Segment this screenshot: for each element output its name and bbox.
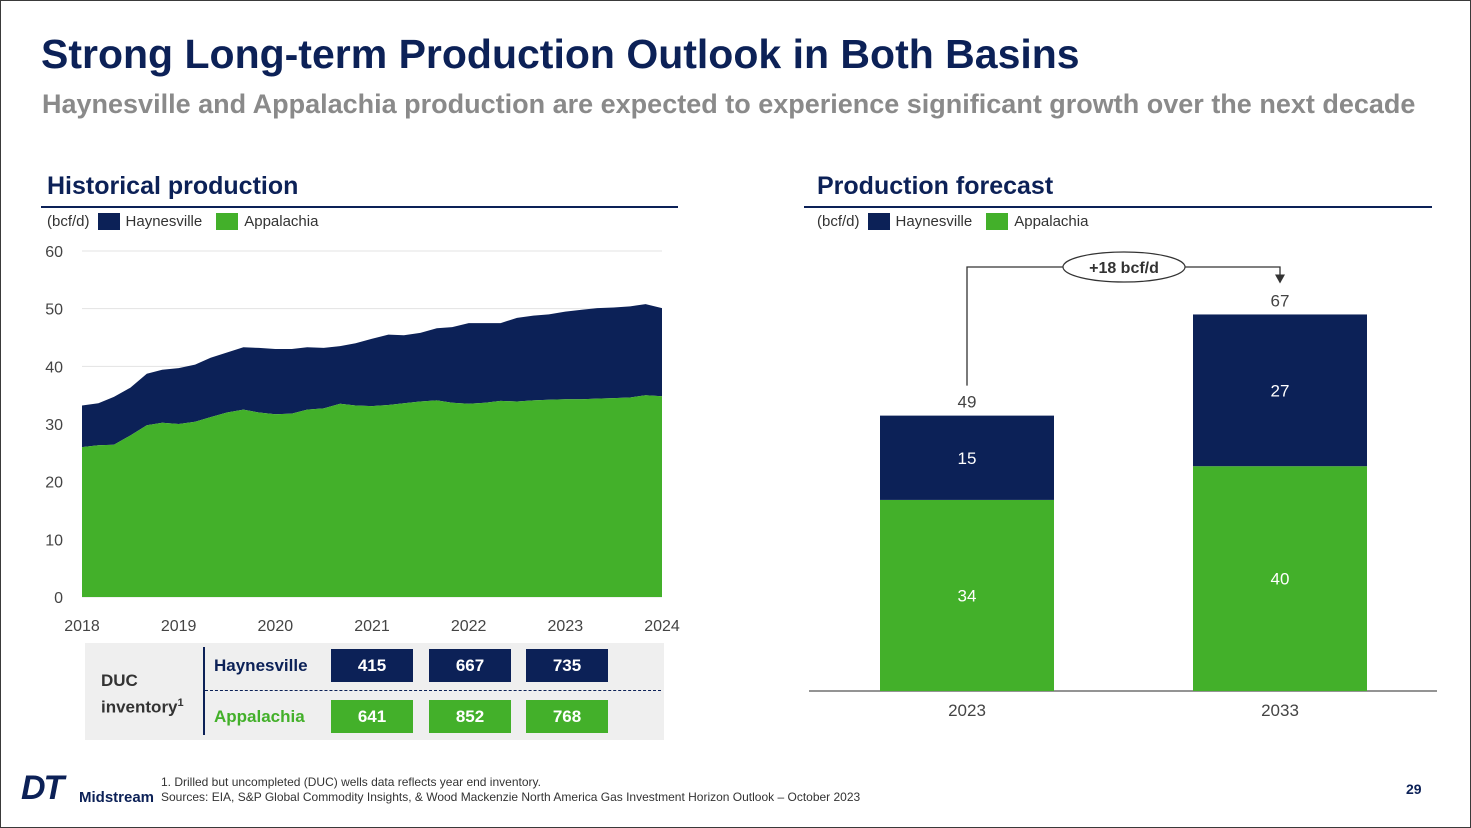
x-tick-2020: 2020 <box>258 618 294 635</box>
delta-arrowhead <box>1275 274 1285 284</box>
y-tick-60: 60 <box>45 244 63 261</box>
x-tick-2018: 2018 <box>64 618 100 635</box>
forecast-appalachia-swatch <box>986 213 1009 230</box>
y-tick-30: 30 <box>45 417 63 434</box>
delta-bubble <box>1062 251 1186 283</box>
label-total-2023: 49 <box>958 393 977 412</box>
duc-row-haynesville-label: Haynesville <box>214 656 308 675</box>
label-appalachia-2033: 40 <box>1271 570 1290 589</box>
y-tick-0: 0 <box>54 590 63 607</box>
forecast-bar-chart: 34 15 49 2023 40 27 67 2033 +18 bcf/d <box>809 251 1437 720</box>
x-tick-2021: 2021 <box>354 618 390 635</box>
x-tick-2024: 2024 <box>644 618 680 635</box>
x-tick-2022: 2022 <box>451 618 487 635</box>
haynesville-swatch <box>97 213 120 230</box>
duc-cell-appalachia-2021: 641 <box>331 700 413 733</box>
x-tick-2019: 2019 <box>161 618 197 635</box>
historical-unit-label: (bcf/d) <box>47 213 90 230</box>
label-total-2033: 67 <box>1271 291 1290 310</box>
x-tick-2023: 2023 <box>548 618 584 635</box>
page-title: Strong Long-term Production Outlook in B… <box>41 31 1080 77</box>
appalachia-swatch <box>216 213 239 230</box>
historical-section-title: Historical production <box>47 172 299 200</box>
forecast-legend-haynesville: Haynesville <box>895 213 973 230</box>
duc-row-appalachia-label: Appalachia <box>214 707 305 726</box>
duc-cell-haynesville-2022: 667 <box>429 649 511 682</box>
label-appalachia-2023: 34 <box>958 586 977 605</box>
historical-legend-haynesville: Haynesville <box>125 213 203 230</box>
dt-midstream-logo: DT Midstream <box>21 769 154 807</box>
logo-text: Midstream <box>79 789 155 806</box>
page-subtitle: Haynesville and Appalachia production ar… <box>42 89 1416 119</box>
forecast-legend-appalachia: Appalachia <box>1014 213 1089 230</box>
forecast-section-title: Production forecast <box>817 172 1054 200</box>
page-number: 29 <box>1406 781 1422 797</box>
duc-cell-appalachia-2022: 852 <box>429 700 511 733</box>
historical-section-rule <box>41 206 678 208</box>
label-haynesville-2023: 15 <box>958 449 977 468</box>
forecast-section-rule <box>804 206 1432 208</box>
bar-appalachia-2023 <box>880 499 1054 691</box>
bar-appalachia-2033 <box>1193 466 1367 691</box>
bar-haynesville-2033 <box>1193 314 1367 467</box>
x-category-2023: 2023 <box>948 701 986 720</box>
area-appalachia <box>82 395 662 597</box>
duc-divider-dashed <box>205 690 661 691</box>
bar-haynesville-2023 <box>880 415 1054 500</box>
footnote: 1. Drilled but uncompleted (DUC) wells d… <box>161 775 541 789</box>
historical-legend: (bcf/d) Haynesville Appalachia <box>47 213 318 230</box>
label-haynesville-2033: 27 <box>1271 381 1290 400</box>
logo-mark: DT <box>21 769 64 807</box>
forecast-haynesville-swatch <box>867 213 890 230</box>
historical-legend-appalachia: Appalachia <box>244 213 319 230</box>
duc-label-line1: DUC <box>101 671 138 690</box>
y-tick-50: 50 <box>45 302 63 319</box>
area-haynesville <box>82 304 662 448</box>
duc-cell-haynesville-2023: 735 <box>526 649 608 682</box>
historical-area-chart: 0 10 20 30 40 50 60 2018 2019 2020 2021 2022 2023 20… <box>45 244 680 635</box>
forecast-legend: (bcf/d) Haynesville Appalachia <box>817 213 1088 230</box>
y-tick-40: 40 <box>45 359 63 376</box>
x-category-2033: 2033 <box>1261 701 1299 720</box>
forecast-unit-label: (bcf/d) <box>817 213 860 230</box>
duc-inventory-label: DUC inventory1 <box>101 669 184 719</box>
y-tick-20: 20 <box>45 475 63 492</box>
duc-cell-haynesville-2021: 415 <box>331 649 413 682</box>
duc-label-line2: inventory <box>101 697 178 717</box>
y-tick-10: 10 <box>45 532 63 549</box>
duc-cell-appalachia-2023: 768 <box>526 700 608 733</box>
delta-label: +18 bcf/d <box>1089 260 1159 277</box>
duc-footnote-marker: 1 <box>177 697 184 709</box>
duc-divider-vertical <box>203 647 205 735</box>
sources-note: Sources: EIA, S&P Global Commodity Insig… <box>161 790 861 804</box>
